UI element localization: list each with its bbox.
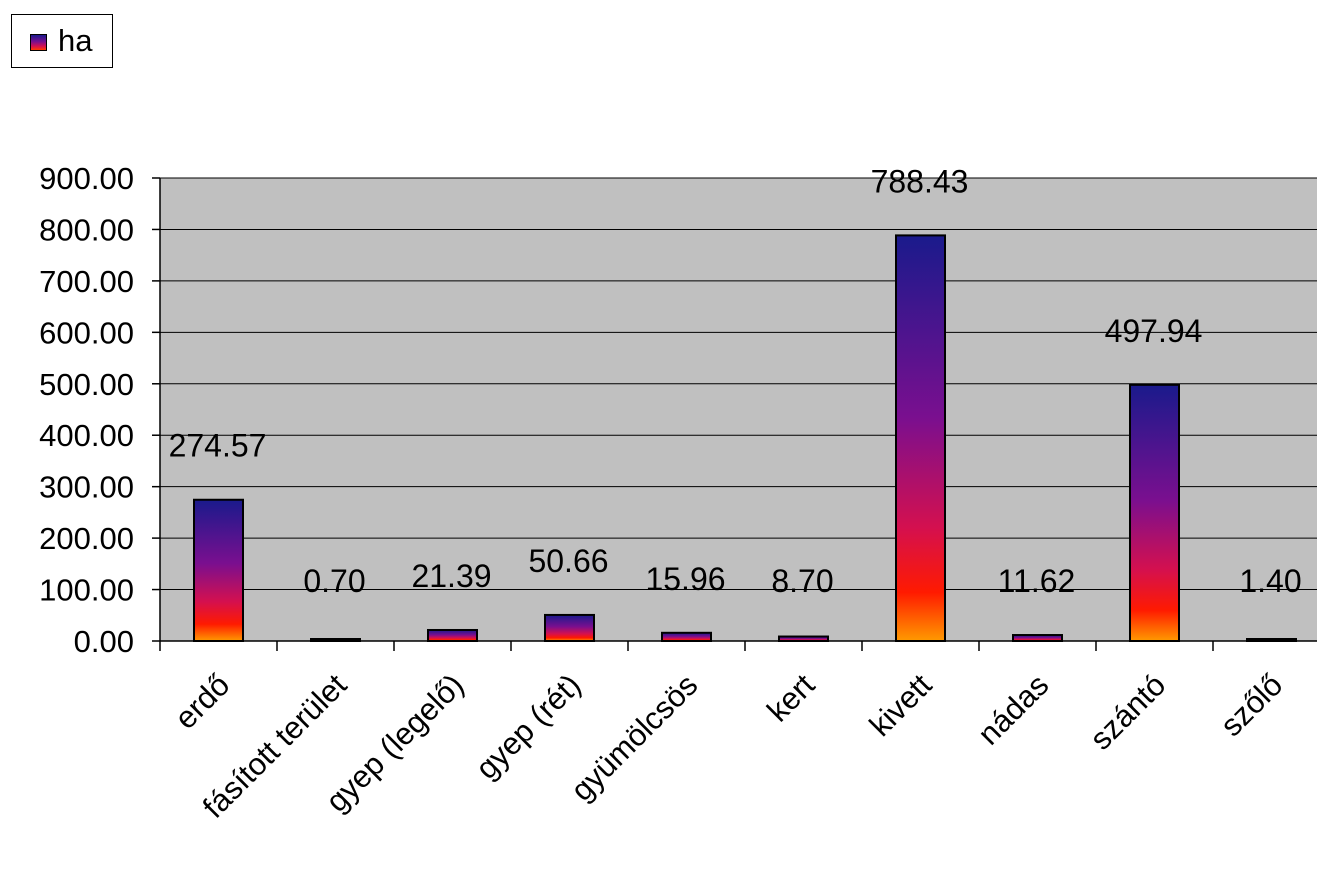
x-category-label: kivett [863,667,939,743]
x-category-label: szőlő [1214,667,1290,743]
bar [1012,634,1063,642]
bar [427,628,478,642]
y-tick-label: 800.00 [39,212,134,247]
y-tick-label: 0.00 [74,624,134,659]
gridlines [160,177,1317,591]
data-label: 788.43 [871,163,969,199]
legend-label: ha [58,23,93,58]
data-label: 50.66 [528,543,608,579]
y-tick-label: 400.00 [39,418,134,453]
y-tick-label: 900.00 [39,161,134,196]
x-category-label: kert [760,667,822,729]
data-label: 1.40 [1239,563,1301,599]
data-label: 274.57 [169,428,267,464]
data-label: 497.94 [1105,313,1203,349]
axes [152,177,1317,651]
plot-area [160,178,1317,641]
bar [895,234,946,642]
y-tick-label: 100.00 [39,573,134,608]
data-label: 21.39 [411,558,491,594]
x-category-label: nádas [971,667,1055,751]
data-labels: 274.57 0.70 21.39 50.66 15.96 8.70 788.43 11.62… [169,163,1302,599]
data-label: 11.62 [998,563,1076,599]
y-tick-label: 500.00 [39,367,134,402]
data-label: 0.70 [303,563,365,599]
y-tick-label: 200.00 [39,521,134,556]
x-category-label: gyümölcsös [564,667,704,807]
bar [661,631,712,643]
y-tick-label: 600.00 [39,315,134,350]
bar [193,498,244,642]
y-tick-labels: 0.00 100.00 200.00 300.00 400.00 500.00 600.00… [39,161,134,659]
y-tick-label: 700.00 [39,264,134,299]
legend-swatch [30,34,47,51]
bar [1129,383,1180,642]
y-tick-label: 300.00 [39,470,134,505]
x-category-label: szántó [1083,667,1172,756]
bar [544,613,595,642]
x-category-label: gyep (rét) [469,667,588,786]
data-label: 15.96 [645,561,725,597]
chart-legend: ha [11,14,113,68]
bars [193,234,1297,643]
data-label: 8.70 [771,563,833,599]
x-category-label: erdő [168,667,237,736]
